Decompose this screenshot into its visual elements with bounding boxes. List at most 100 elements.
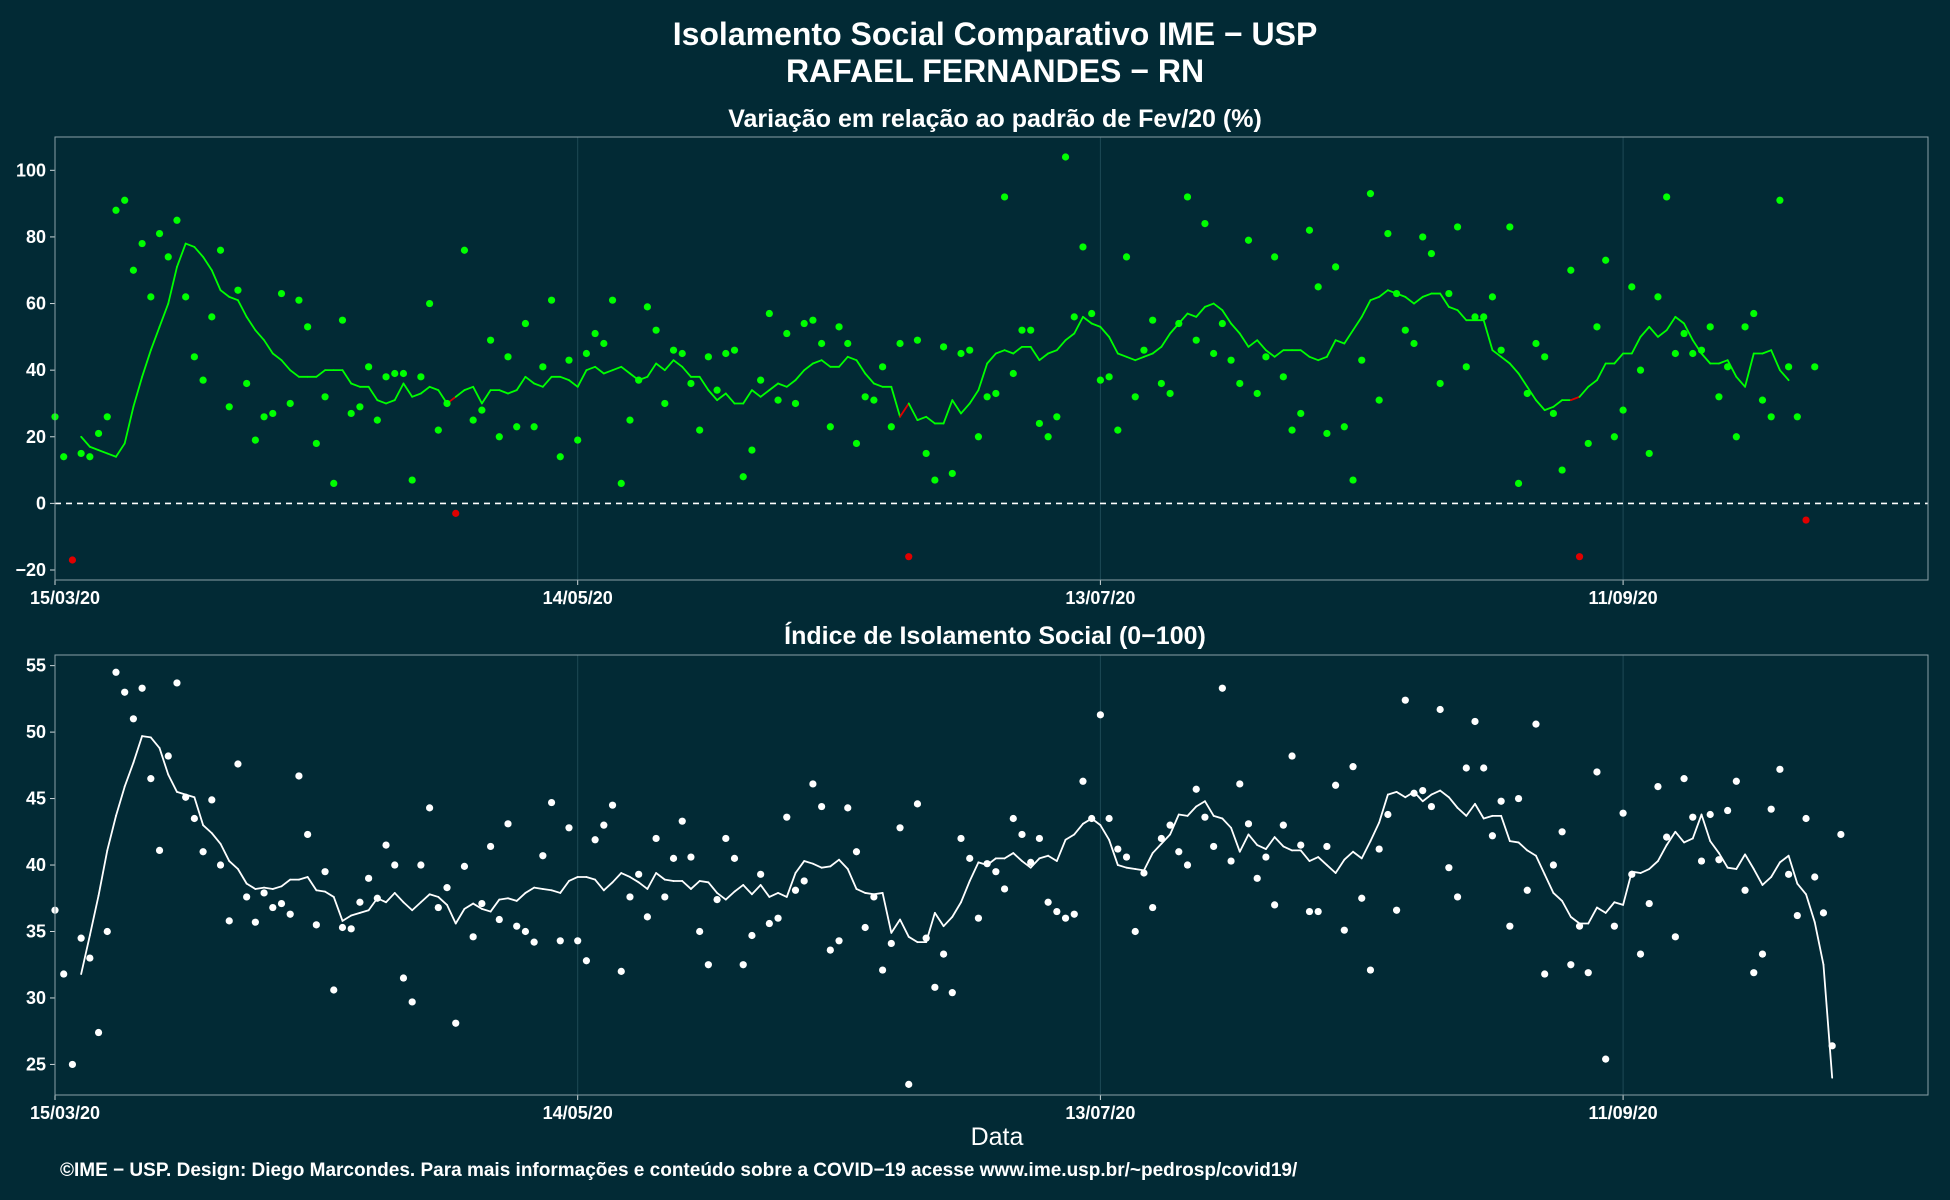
moving-average-segment [167, 773, 178, 793]
moving-average-segment [663, 359, 675, 372]
moving-average-segment [1386, 791, 1398, 796]
moving-average-segment [419, 893, 431, 904]
moving-average-segment [1273, 349, 1285, 358]
moving-average-segment [707, 389, 718, 402]
moving-average-segment [655, 362, 666, 372]
data-point [478, 899, 486, 908]
moving-average-segment [472, 902, 483, 910]
moving-average-segment [1073, 315, 1084, 335]
moving-average-segment [1587, 379, 1598, 388]
data-point [643, 913, 651, 921]
moving-average-segment [393, 892, 405, 904]
moving-average-segment [1543, 405, 1555, 412]
data-point [277, 899, 286, 908]
data-point [1096, 711, 1104, 719]
data-point [1088, 814, 1096, 823]
data-point [330, 479, 338, 488]
data-point [1549, 409, 1557, 418]
moving-average-segment [132, 375, 144, 408]
moving-average-segment [1369, 295, 1381, 302]
moving-average-segment [916, 415, 928, 422]
moving-average-segment [864, 372, 875, 385]
moving-average-segment [1500, 355, 1511, 365]
data-point [1000, 193, 1009, 201]
moving-average-segment [149, 736, 161, 749]
data-point [1767, 413, 1775, 421]
data-point [1453, 223, 1462, 231]
data-point [826, 946, 834, 954]
data-point [60, 970, 68, 978]
data-point [356, 898, 364, 906]
data-point [905, 1080, 913, 1088]
data-point [338, 923, 347, 932]
moving-average-segment [237, 299, 248, 318]
data-point [992, 389, 1000, 398]
data-point [1175, 319, 1183, 328]
data-point [643, 303, 651, 311]
moving-average-segment [280, 878, 292, 888]
moving-average-segment [245, 882, 257, 890]
moving-average-segment [568, 379, 579, 388]
data-point [1210, 349, 1218, 358]
data-point [887, 939, 895, 948]
moving-average-segment [480, 907, 492, 913]
data-point [312, 439, 320, 448]
data-point [1567, 266, 1575, 274]
data-point [1288, 426, 1296, 434]
data-point [1175, 848, 1183, 856]
y-tick-label: 45 [26, 789, 46, 809]
data-point [417, 861, 425, 869]
moving-average-segment [1744, 853, 1755, 870]
moving-average-segment [1674, 315, 1685, 325]
data-point [852, 439, 861, 448]
data-point [582, 957, 591, 965]
data-point [1628, 283, 1636, 291]
data-point [774, 914, 782, 922]
data-point [1392, 289, 1401, 298]
data-point [1837, 830, 1845, 839]
moving-average-segment [585, 876, 597, 881]
data-point [1741, 323, 1749, 331]
data-point [190, 353, 198, 361]
moving-average-segment [768, 382, 779, 392]
data-point [286, 399, 294, 408]
data-point [216, 246, 225, 254]
moving-average-segment [1212, 814, 1224, 820]
data-point [1584, 969, 1592, 977]
moving-average-segment [115, 442, 126, 458]
data-point [1192, 785, 1200, 793]
data-point [1741, 886, 1749, 894]
data-point [661, 893, 669, 901]
data-point [1018, 830, 1026, 839]
data-point [1523, 886, 1531, 894]
moving-average-segment [446, 904, 457, 925]
moving-average-segment [489, 898, 501, 913]
data-point [338, 316, 347, 324]
moving-average-segment [498, 897, 509, 901]
moving-average-segment [480, 389, 492, 405]
data-point [617, 967, 625, 975]
y-tick-label: 100 [16, 160, 46, 180]
moving-average-segment [646, 872, 658, 890]
moving-average-segment [1395, 791, 1407, 799]
moving-average-segment [1465, 802, 1476, 817]
data-point [1323, 429, 1331, 438]
moving-average-segment [1247, 339, 1259, 348]
moving-average-segment [141, 735, 152, 739]
data-point [1392, 906, 1401, 914]
moving-average-segment [942, 399, 954, 425]
data-point [94, 429, 103, 438]
moving-average-segment [210, 269, 222, 292]
y-tick-label: 30 [26, 988, 46, 1008]
moving-average-segment [820, 865, 832, 869]
moving-average-segment [1779, 854, 1790, 864]
moving-average-segment [141, 349, 152, 378]
data-point [121, 688, 129, 696]
data-point [1131, 393, 1139, 401]
data-point [260, 889, 268, 897]
moving-average-segment [716, 892, 727, 901]
data-point [1697, 346, 1706, 354]
data-point [1410, 339, 1418, 348]
moving-average-segment [1535, 854, 1546, 876]
data-point [791, 399, 800, 408]
